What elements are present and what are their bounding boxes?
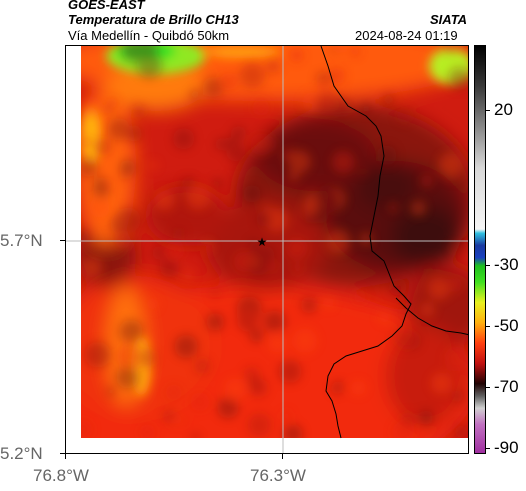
timestamp-label: 2024-08-24 01:19: [355, 28, 458, 43]
colorbar-tick-label: -30: [494, 255, 519, 274]
temperature-layer: [66, 46, 468, 453]
star-icon: ★: [257, 235, 268, 249]
lon-tick-label: 76.8°W: [33, 466, 89, 485]
lon-tick-label: 76.3°W: [250, 466, 306, 485]
lat-tick-label: 5.7°N: [0, 231, 43, 250]
colorbar-tick-label: -50: [494, 316, 519, 335]
brightness-temperature-field: ★: [66, 46, 468, 453]
colorbar-tick-label: 20: [494, 100, 513, 119]
lat-tick-mark: [60, 240, 65, 241]
lon-tick-mark: [282, 454, 283, 459]
lat-tick-mark: [60, 453, 65, 454]
region-subtitle: Vía Medellín - Quibdó 50km: [68, 28, 230, 43]
department-boundary: [320, 46, 412, 439]
colorbar-tick-label: -90: [494, 438, 519, 457]
source-label: SIATA: [430, 12, 468, 27]
product-title: Temperatura de Brillo CH13: [68, 12, 239, 27]
lon-tick-mark: [65, 454, 66, 459]
satellite-title: GOES-EAST: [68, 0, 145, 12]
colorbar: [474, 45, 486, 454]
colorbar-tick-label: -70: [494, 377, 519, 396]
map-area[interactable]: ★: [65, 45, 469, 454]
lat-tick-label: 5.2°N: [0, 444, 43, 463]
